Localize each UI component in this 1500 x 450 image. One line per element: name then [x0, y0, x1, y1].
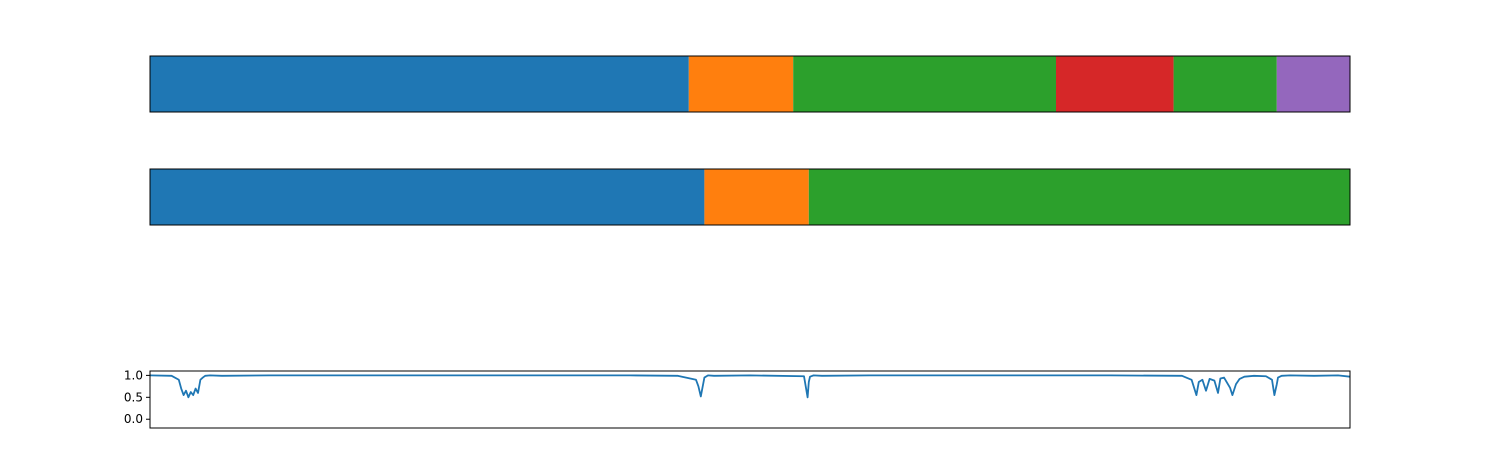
bar2-frame	[149, 168, 1351, 226]
line-series-0	[149, 374, 1351, 399]
bar1-segment-5	[1276, 56, 1350, 112]
bar1-segment-4	[1173, 56, 1277, 112]
bar1-segment-0	[150, 56, 689, 112]
y-tick-label: 0.0	[124, 412, 143, 426]
segmentation-bar-top	[149, 55, 1351, 113]
bar2-segment-2	[808, 169, 1350, 225]
bar1-segment-3	[1056, 56, 1174, 112]
bar1-segment-1	[688, 56, 794, 112]
bar1-frame	[149, 55, 1351, 113]
line-panel-frame	[149, 370, 1351, 429]
y-tick-label: 1.0	[124, 368, 143, 382]
line-plot-panel: 0.0 0.5 1.0	[124, 368, 1351, 429]
bar2-segment-1	[704, 169, 809, 225]
bar2-segment-0	[150, 169, 705, 225]
segmentation-bar-middle	[149, 168, 1351, 226]
bar1-segment-2	[793, 56, 1056, 112]
y-tick-label: 0.5	[124, 390, 143, 404]
